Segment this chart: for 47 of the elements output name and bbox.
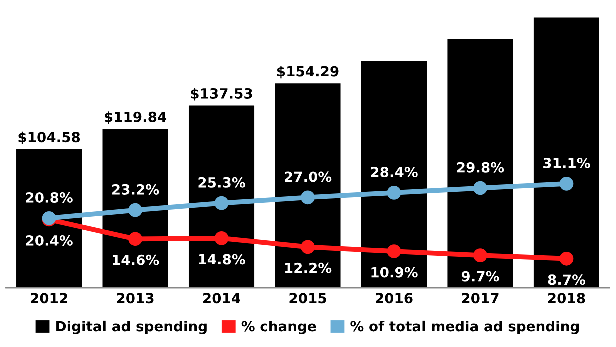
data-label: 27.0% — [285, 172, 332, 182]
data-label: 25.3% — [198, 177, 246, 188]
data-label: 28.4% — [371, 167, 418, 178]
bar — [448, 39, 514, 288]
bar — [16, 149, 82, 288]
x-tick-label: 2012 — [31, 293, 68, 304]
point — [128, 232, 142, 246]
point — [301, 240, 315, 254]
point — [474, 181, 488, 196]
bar — [534, 18, 600, 288]
point — [474, 248, 488, 262]
legend-label: % of total media ad spending — [350, 320, 580, 334]
data-label: $104.58 — [18, 132, 80, 144]
data-label: $119.84 — [104, 112, 167, 124]
data-label: 14.8% — [199, 254, 246, 265]
x-tick-label: 2013 — [117, 293, 154, 304]
point — [387, 186, 402, 200]
legend-label: % change — [242, 320, 316, 334]
data-label: 31.1% — [544, 158, 590, 168]
point — [301, 190, 315, 205]
data-label: 29.8% — [457, 162, 504, 173]
data-label: 20.4% — [26, 235, 73, 246]
data-label: $154.29 — [277, 66, 339, 79]
legend-label: Digital ad spending — [56, 320, 207, 334]
point — [560, 176, 574, 191]
data-label: 9.7% — [462, 271, 500, 282]
point — [214, 196, 229, 210]
point — [560, 252, 574, 266]
point — [387, 244, 402, 258]
x-tick-label: 2015 — [290, 293, 326, 304]
bar — [102, 129, 168, 288]
x-tick-label: 2016 — [376, 293, 413, 304]
data-label: 8.7% — [548, 274, 586, 286]
data-label: 23.2% — [112, 184, 160, 195]
data-label: 12.2% — [285, 262, 332, 274]
x-tick-label: 2014 — [204, 293, 240, 304]
bar — [188, 106, 255, 288]
x-tick-label: 2017 — [462, 293, 499, 304]
point — [214, 232, 229, 246]
x-tick-label: 2018 — [548, 293, 586, 304]
data-label: 10.9% — [372, 267, 418, 278]
point — [128, 203, 142, 218]
data-label: 14.6% — [112, 254, 160, 266]
data-label: 20.8% — [26, 192, 73, 203]
bar — [275, 84, 341, 288]
bar — [361, 61, 428, 288]
data-label: $137.53 — [191, 88, 252, 101]
